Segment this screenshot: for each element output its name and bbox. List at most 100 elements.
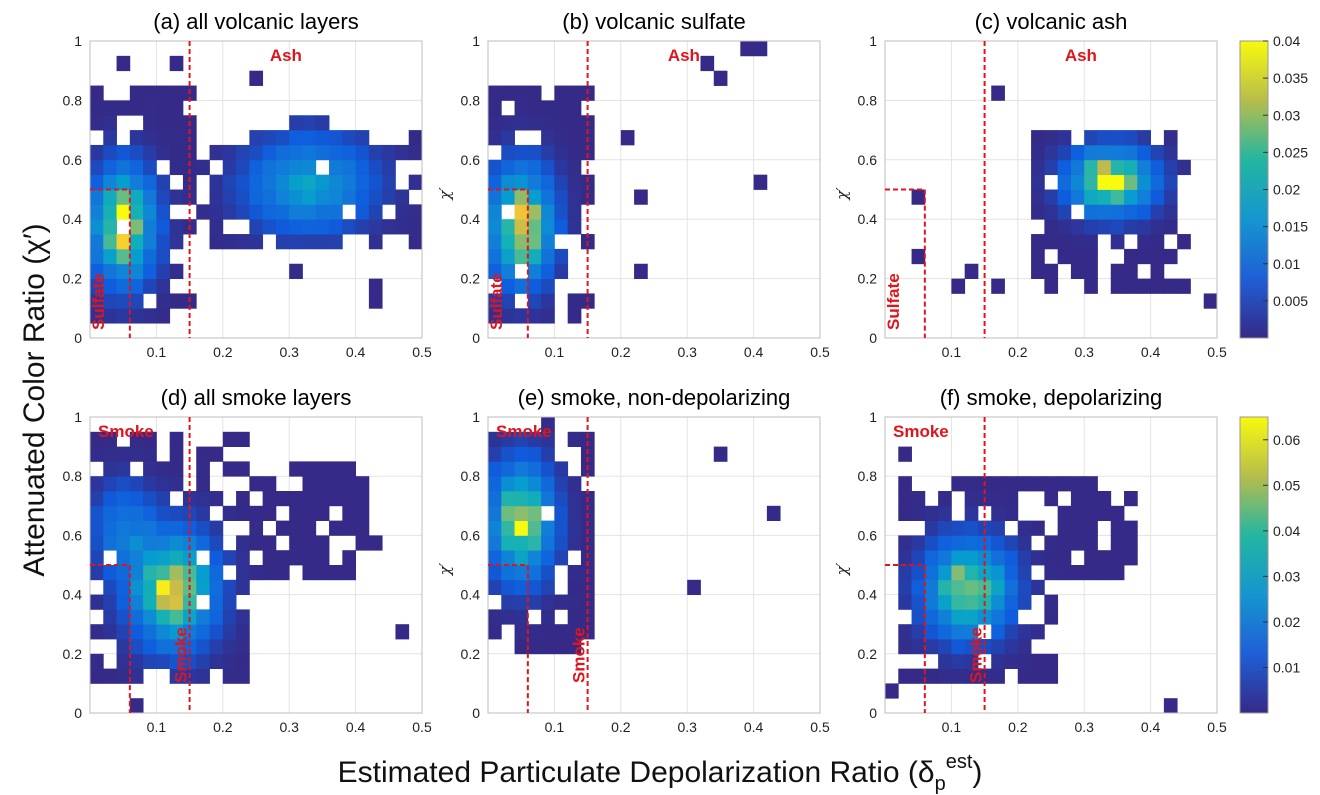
heat-cell (488, 520, 502, 536)
heat-cell (567, 594, 582, 610)
heat-cell (1150, 144, 1165, 161)
region-label: Smoke (98, 422, 154, 441)
heat-cell (554, 639, 569, 655)
heat-cell (1110, 263, 1125, 279)
heat-cell (1044, 278, 1059, 294)
heat-cell (169, 189, 184, 205)
heat-cell (514, 505, 529, 521)
colorbar-tick-label: 0.025 (1273, 144, 1308, 160)
heat-cell (143, 431, 157, 447)
heat-cell (262, 535, 277, 551)
heat-cell (514, 491, 529, 507)
heat-cell (1017, 565, 1032, 581)
heat-cell (898, 624, 912, 640)
heat-cell (169, 639, 184, 655)
heat-cell (275, 219, 290, 235)
heat-cell (129, 491, 144, 507)
heat-cell (488, 308, 502, 324)
heat-cell (924, 609, 939, 625)
heat-cell (1110, 278, 1125, 294)
heat-cell (1057, 144, 1072, 161)
heat-cell (196, 159, 210, 176)
heat-cell (103, 446, 117, 462)
panel-y-label: χ′ (833, 562, 851, 576)
heat-cell (1110, 130, 1125, 146)
region-label: Sulfate (487, 273, 506, 330)
heat-cell (143, 144, 157, 161)
heat-cell (382, 219, 396, 235)
region-label: Sulfate (884, 273, 903, 330)
heat-cell (222, 174, 237, 190)
x-tick-label: 0.5 (412, 344, 432, 360)
heat-cell (938, 609, 952, 625)
heat-cell (222, 431, 237, 447)
heat-cell (1097, 130, 1112, 146)
heat-cell (355, 491, 370, 507)
heat-cell (488, 293, 502, 309)
heat-cell (342, 491, 356, 507)
heat-cell (329, 174, 343, 190)
heat-cell (567, 624, 582, 640)
heat-cell (1110, 219, 1125, 235)
heat-cell (1004, 535, 1019, 551)
y-tick-label: 0.8 (858, 92, 878, 108)
heat-cell (90, 565, 104, 581)
heat-cell (129, 219, 144, 235)
heat-cell (924, 520, 939, 536)
heat-cell (209, 219, 224, 235)
heat-cell (329, 189, 343, 205)
heat-cell (488, 535, 502, 551)
heat-cell (103, 159, 117, 176)
heat-cell (169, 446, 184, 462)
heat-cell (289, 505, 303, 521)
heat-cell (1150, 234, 1165, 250)
heat-cell (143, 505, 157, 521)
region-label: Smoke (893, 422, 949, 441)
heat-cell (527, 159, 542, 176)
heat-cell (938, 579, 952, 595)
heat-cell (488, 505, 502, 521)
x-tick-label: 0.2 (213, 344, 233, 360)
heat-cell (951, 476, 966, 492)
heat-cell (236, 189, 250, 205)
heat-cell (342, 144, 356, 161)
x-tick-label: 0.3 (677, 344, 697, 360)
heat-cell (182, 639, 197, 655)
heat-cell (1031, 130, 1045, 146)
heat-cell (249, 144, 264, 161)
heat-cell (1137, 159, 1151, 176)
heat-cell (236, 174, 250, 190)
colorbar-tick-label: 0.05 (1273, 477, 1300, 493)
heat-cell (236, 565, 250, 581)
heat-cell (951, 278, 966, 294)
heat-cell (129, 189, 144, 205)
heat-cell (143, 204, 157, 220)
heat-cell (753, 41, 768, 57)
x-tick-label: 0.5 (412, 719, 432, 735)
heat-cell (554, 505, 569, 521)
heat-cell (527, 293, 542, 309)
heat-cell (129, 594, 144, 610)
heat-cell (1084, 219, 1098, 235)
heat-cell (501, 293, 515, 309)
heat-cell (514, 461, 529, 477)
x-tick-label: 0.5 (810, 344, 830, 360)
heat-cell (156, 189, 171, 205)
x-tick-label: 0.1 (147, 719, 167, 735)
heat-cell (1044, 476, 1059, 492)
heat-cell (222, 461, 237, 477)
heat-cell (156, 639, 171, 655)
colorbar-f: 0.01 0.02 0.03 0.04 0.05 0.06 (1239, 416, 1300, 714)
heat-cell (541, 579, 555, 595)
y-tick-label: 0.4 (461, 211, 481, 227)
y-tick-label: 0.6 (858, 152, 878, 168)
heat-cell (289, 204, 303, 220)
heat-cell (275, 204, 290, 220)
heat-cell (951, 550, 966, 566)
heat-cell (554, 520, 569, 536)
heat-cell (1057, 520, 1072, 536)
heat-cell (501, 594, 515, 610)
x-tick-label: 0.1 (942, 344, 962, 360)
heat-cell (1150, 189, 1165, 205)
panel-title: (a) all volcanic layers (153, 9, 358, 34)
